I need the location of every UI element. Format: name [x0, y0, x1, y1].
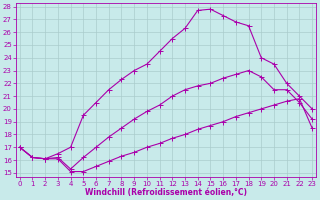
X-axis label: Windchill (Refroidissement éolien,°C): Windchill (Refroidissement éolien,°C) — [85, 188, 247, 197]
